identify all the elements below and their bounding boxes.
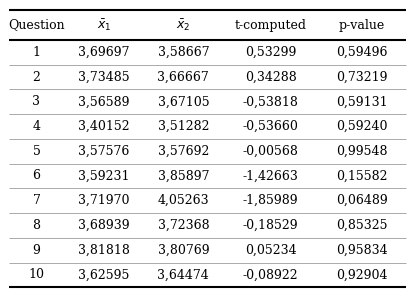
Text: 9: 9 — [32, 244, 40, 257]
Text: -1,85989: -1,85989 — [243, 194, 298, 207]
Text: 0,59131: 0,59131 — [336, 95, 388, 108]
Text: 3,80769: 3,80769 — [157, 244, 209, 257]
Text: -0,18529: -0,18529 — [243, 219, 298, 232]
Text: p-value: p-value — [339, 19, 385, 32]
Text: 3,40152: 3,40152 — [78, 120, 130, 133]
Text: 3: 3 — [32, 95, 41, 108]
Text: 3,68939: 3,68939 — [78, 219, 130, 232]
Text: 3,69697: 3,69697 — [78, 46, 130, 59]
Text: 7: 7 — [32, 194, 40, 207]
Text: 0,59496: 0,59496 — [336, 46, 388, 59]
Text: Question: Question — [8, 19, 65, 32]
Text: t-computed: t-computed — [235, 19, 307, 32]
Text: 3,58667: 3,58667 — [157, 46, 209, 59]
Text: 4: 4 — [32, 120, 41, 133]
Text: 3,73485: 3,73485 — [78, 71, 130, 83]
Text: 0,99548: 0,99548 — [336, 145, 388, 158]
Text: 3,62595: 3,62595 — [78, 269, 129, 281]
Text: 0,59240: 0,59240 — [336, 120, 388, 133]
Text: 1: 1 — [32, 46, 41, 59]
Text: 3,56589: 3,56589 — [78, 95, 130, 108]
Text: 0,34288: 0,34288 — [245, 71, 296, 83]
Text: 3,59231: 3,59231 — [78, 170, 130, 182]
Text: 2: 2 — [32, 71, 40, 83]
Text: 3,81818: 3,81818 — [78, 244, 130, 257]
Text: 3,67105: 3,67105 — [157, 95, 209, 108]
Text: 0,85325: 0,85325 — [336, 219, 388, 232]
Text: 0,15582: 0,15582 — [336, 170, 388, 182]
Text: 10: 10 — [28, 269, 44, 281]
Text: 0,05234: 0,05234 — [245, 244, 296, 257]
Text: $\bar{x}_{2}$: $\bar{x}_{2}$ — [176, 17, 191, 33]
Text: -0,53818: -0,53818 — [243, 95, 298, 108]
Text: -0,00568: -0,00568 — [243, 145, 298, 158]
Text: 0,73219: 0,73219 — [336, 71, 388, 83]
Text: -0,53660: -0,53660 — [243, 120, 298, 133]
Text: -0,08922: -0,08922 — [243, 269, 298, 281]
Text: 6: 6 — [32, 170, 41, 182]
Text: 0,06489: 0,06489 — [336, 194, 388, 207]
Text: 5: 5 — [32, 145, 40, 158]
Text: 3,66667: 3,66667 — [157, 71, 209, 83]
Text: 0,92904: 0,92904 — [336, 269, 388, 281]
Text: 3,51282: 3,51282 — [157, 120, 209, 133]
Text: 3,85897: 3,85897 — [157, 170, 209, 182]
Text: $\bar{x}_{1}$: $\bar{x}_{1}$ — [97, 17, 111, 33]
Text: 8: 8 — [32, 219, 41, 232]
Text: 3,57692: 3,57692 — [158, 145, 209, 158]
Text: 3,57576: 3,57576 — [78, 145, 129, 158]
Text: 3,64474: 3,64474 — [157, 269, 209, 281]
Text: 3,71970: 3,71970 — [78, 194, 130, 207]
Text: 0,95834: 0,95834 — [336, 244, 388, 257]
Text: 3,72368: 3,72368 — [157, 219, 209, 232]
Text: 0,53299: 0,53299 — [245, 46, 296, 59]
Text: -1,42663: -1,42663 — [243, 170, 298, 182]
Text: 4,05263: 4,05263 — [157, 194, 209, 207]
